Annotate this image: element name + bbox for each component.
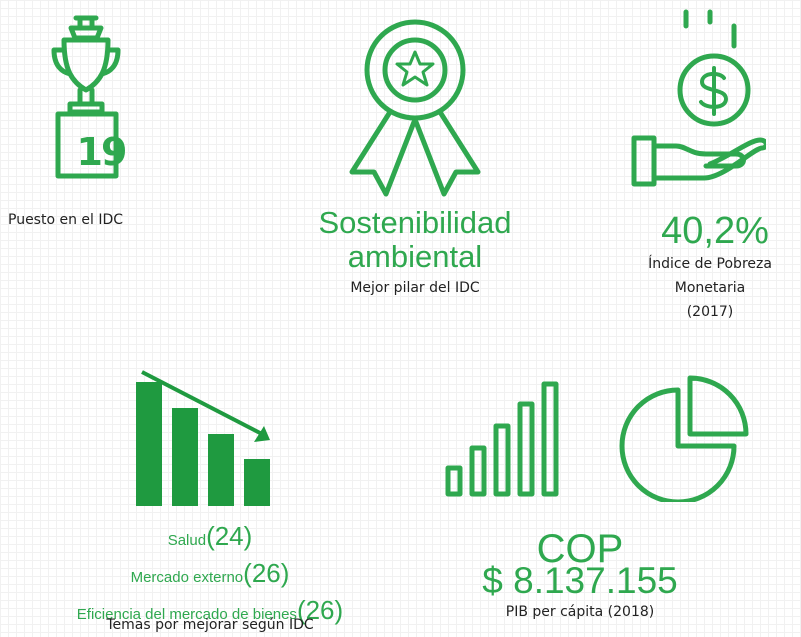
poverty-caption: Índice de Pobreza Monetaria (2017) xyxy=(620,252,800,324)
gdp-caption: PIB per cápita (2018) xyxy=(505,604,655,620)
hand-coin-icon xyxy=(631,9,766,187)
item-name: Salud xyxy=(167,532,207,549)
item-name: Mercado externo xyxy=(130,569,244,586)
pillar-caption: Mejor pilar del IDC xyxy=(350,280,480,296)
pie-icon xyxy=(619,375,749,502)
pillar-title: Sostenibilidad ambiental xyxy=(270,206,560,274)
item-name: Eficiencia del mercado de bienes xyxy=(76,606,297,623)
improve-item: Salud(24) xyxy=(0,520,420,557)
item-score: (26) xyxy=(296,595,344,625)
poverty-caption-line: Índice de Pobreza xyxy=(648,256,772,272)
improve-caption: Temas por mejorar según IDC xyxy=(106,617,314,633)
improve-list: Salud(24) Mercado externo(26) Eficiencia… xyxy=(0,520,420,631)
trophy-icon xyxy=(51,15,121,179)
bars-down-icon xyxy=(136,370,270,506)
improve-item: Mercado externo(26) xyxy=(0,557,420,594)
improve-item: Eficiencia del mercado de bienes(26) xyxy=(0,594,420,631)
gdp-value: $ 8.137.155 xyxy=(482,560,678,601)
item-score: (26) xyxy=(243,558,290,588)
item-score: (24) xyxy=(206,521,253,551)
growth-bars-icon xyxy=(445,381,559,497)
pillar-title-line: Sostenibilidad xyxy=(318,205,512,240)
rank-number: 19 xyxy=(76,130,128,174)
poverty-value: 40,2% xyxy=(661,210,769,252)
poverty-caption-line: Monetaria xyxy=(674,280,746,296)
rank-caption: Puesto en el IDC xyxy=(8,212,124,228)
poverty-caption-line: (2017) xyxy=(686,304,734,320)
gdp-currency: COP xyxy=(536,527,624,571)
pillar-title-line: ambiental xyxy=(347,239,483,274)
medal-icon xyxy=(349,19,481,197)
